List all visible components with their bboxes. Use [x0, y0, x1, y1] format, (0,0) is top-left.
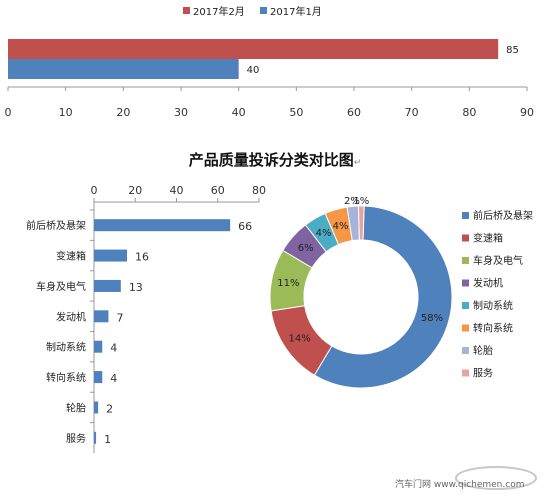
bar-category-label: 前后桥及悬架 [26, 219, 86, 232]
category-bar [94, 431, 97, 444]
bar-tick-label: 80 [252, 184, 266, 197]
legend-entry-label: 发动机 [473, 277, 503, 290]
legend-swatch-feb [183, 7, 190, 14]
category-bar-value: 4 [110, 342, 117, 355]
category-bar-value: 2 [106, 402, 113, 415]
donut-chart: 58%14%11%6%4%4%2%1% [269, 196, 453, 389]
chart-title-text: 产品质量投诉分类对比图 [189, 151, 354, 169]
category-bar [94, 371, 103, 384]
legend-label-feb: 2017年2月 [193, 5, 245, 18]
bar-category-label: 制动系统 [46, 341, 86, 354]
top-bar-value-1: 40 [247, 65, 260, 76]
bar-category-label: 服务 [66, 432, 86, 445]
watermark-car-logo [455, 466, 537, 490]
legend-swatch [462, 302, 469, 309]
category-bar-value: 13 [129, 281, 143, 294]
legend-swatch [462, 324, 469, 332]
watermark-text: 汽车门网 www.qichemen.com [395, 478, 524, 490]
category-bar-chart: 0 20 40 60 80 前后桥及悬架 66 变速箱 16 车身及电气 13 发动机 7 制动系统 4 转向… [26, 184, 266, 453]
category-bar [94, 249, 127, 262]
donut-slice-label: 14% [289, 333, 311, 344]
donut-slice-label: 6% [298, 243, 314, 254]
top-tick-label: 80 [462, 106, 476, 119]
bar-category-label: 轮胎 [66, 401, 86, 414]
donut-slice-label: 4% [316, 228, 332, 239]
top-tick-label: 20 [116, 106, 130, 119]
top-legend: 2017年2月 2017年1月 [183, 5, 322, 18]
bar-tick-label: 20 [128, 184, 142, 197]
chart-title: 产品质量投诉分类对比图↵ [189, 151, 362, 169]
legend-entry-label: 车身及电气 [473, 254, 523, 267]
legend-entry-label: 转向系统 [473, 322, 513, 335]
category-bar [94, 340, 103, 353]
category-bar-value: 66 [238, 220, 252, 233]
category-bar-value: 16 [135, 251, 149, 264]
category-bar-value: 7 [116, 311, 123, 324]
top-tick-label: 60 [347, 106, 361, 119]
top-bar-value-0: 85 [506, 45, 519, 56]
donut-slice [357, 205, 365, 241]
category-bar [94, 279, 121, 292]
bar-tick-label: 60 [211, 184, 225, 197]
legend-swatch [462, 234, 469, 242]
legend-swatch [462, 369, 469, 377]
category-bar [94, 310, 109, 323]
legend-swatch-jan [260, 7, 267, 14]
top-tick-label: 90 [520, 106, 534, 119]
top-tick-label: 70 [405, 106, 419, 119]
top-tick-label: 50 [289, 106, 303, 119]
legend-swatch [462, 212, 469, 219]
category-bar [94, 219, 231, 232]
donut-slice-label: 4% [333, 221, 349, 232]
top-tick-label: 0 [5, 106, 12, 119]
legend-entry-label: 轮胎 [473, 344, 493, 357]
legend-entry-label: 服务 [473, 367, 493, 380]
donut-slice-label: 58% [421, 313, 443, 324]
bar-category-label: 车身及电气 [36, 280, 86, 293]
legend-swatch [462, 257, 469, 264]
return-mark: ↵ [354, 158, 362, 168]
donut-slice-label: 1% [353, 196, 369, 207]
top-tick-label: 40 [232, 106, 246, 119]
bar-category-label: 转向系统 [46, 371, 86, 384]
bar-category-label: 发动机 [56, 310, 86, 323]
legend-swatch [462, 347, 469, 354]
donut-slice-label: 11% [277, 278, 299, 289]
category-bar-value: 1 [104, 433, 111, 446]
top-tick-label: 10 [59, 106, 73, 119]
legend-entry-label: 前后桥及悬架 [473, 209, 533, 222]
top-bar-1 [8, 59, 239, 79]
legend-entry-label: 制动系统 [473, 299, 513, 312]
bar-tick-label: 0 [91, 184, 98, 197]
donut-slice [313, 205, 453, 389]
bar-tick-label: 40 [170, 184, 184, 197]
watermark: 汽车门网 www.qichemen.com [395, 466, 537, 490]
legend-label-jan: 2017年1月 [270, 5, 322, 18]
category-bar-value: 4 [110, 372, 117, 385]
legend-entry-label: 变速箱 [473, 232, 503, 245]
top-bar-chart: 85 40 0 10 20 30 40 50 60 70 80 90 [5, 39, 534, 119]
donut-slice-label: 2% [344, 196, 360, 207]
top-tick-label: 30 [174, 106, 188, 119]
top-bar-0 [8, 39, 499, 59]
legend-swatch [462, 279, 469, 287]
category-bar [94, 401, 99, 414]
bar-category-label: 变速箱 [56, 250, 86, 263]
